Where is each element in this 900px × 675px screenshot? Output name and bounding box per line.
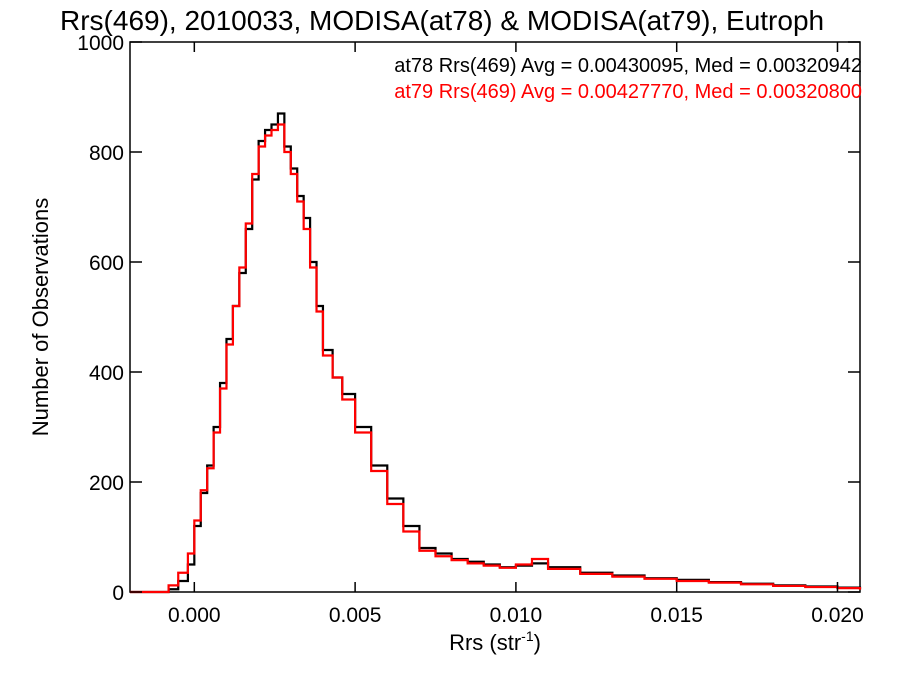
y-tick-label-3: 600 (89, 252, 124, 275)
series-at79-line (130, 123, 862, 594)
x-tick-label-4: 0.020 (811, 604, 864, 627)
x-tick-label-3: 0.015 (650, 604, 703, 627)
x-tick-label-1: 0.005 (329, 604, 382, 627)
y-tick-label-2: 400 (89, 362, 124, 385)
y-tick-label-0: 0 (112, 582, 124, 605)
legend-at78: at78 Rrs(469) Avg = 0.00430095, Med = 0.… (394, 55, 862, 77)
series-at78-line (130, 112, 862, 594)
x-tick-label-2: 0.010 (490, 604, 543, 627)
x-axis-label-close: ) (534, 630, 541, 655)
x-axis: 0.000 0.005 0.010 0.015 0.020 (168, 42, 864, 627)
y-axis-label: Number of Observations (28, 198, 53, 436)
y-tick-label-1: 200 (89, 472, 124, 495)
legend-at79: at79 Rrs(469) Avg = 0.00427770, Med = 0.… (394, 81, 862, 103)
y-tick-label-5: 1000 (77, 32, 124, 55)
x-axis-label-main: Rrs (str (449, 630, 521, 655)
x-axis-label-superscript: -1 (521, 628, 534, 644)
plot-frame (129, 41, 861, 593)
y-tick-label-4: 800 (89, 142, 124, 165)
y-axis: 0 200 400 600 800 1000 (77, 32, 860, 605)
series-layer (130, 112, 862, 594)
x-axis-label: Rrs (str-1) (449, 628, 541, 655)
chart-title: Rrs(469), 2010033, MODISA(at78) & MODISA… (60, 5, 824, 36)
x-tick-label-0: 0.000 (168, 604, 221, 627)
